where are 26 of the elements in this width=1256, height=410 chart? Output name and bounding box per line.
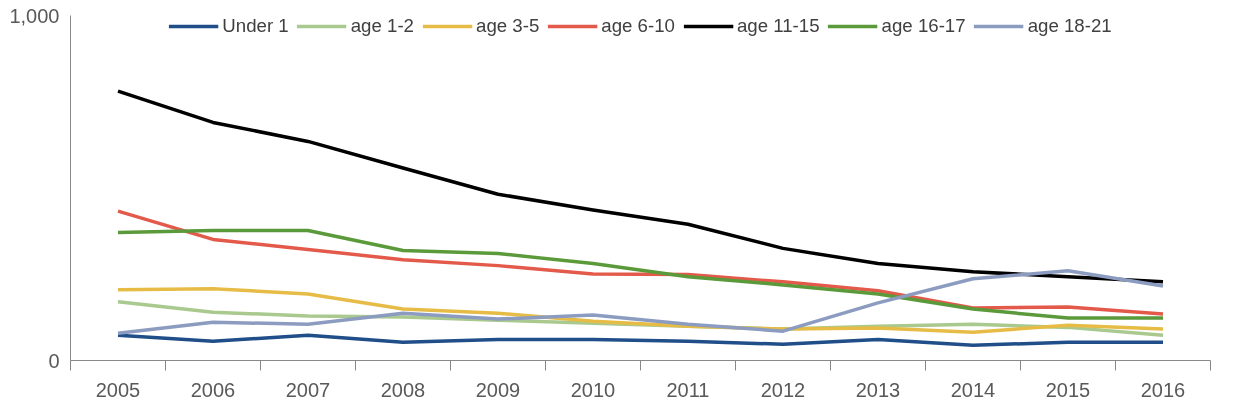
line-series	[116, 89, 1165, 284]
line-series	[116, 209, 1165, 316]
x-tick-label: 2014	[950, 378, 996, 401]
x-tick-label: 2005	[95, 378, 141, 401]
x-tick-label: 2016	[1140, 378, 1186, 401]
legend-label: age 6-10	[601, 15, 675, 37]
legend-label: Under 1	[222, 15, 289, 37]
x-tick-label: 2009	[475, 378, 521, 401]
x-tick-label: 2006	[190, 378, 236, 401]
x-tick-label: 2015	[1045, 378, 1091, 401]
x-tick-label: 2011	[666, 378, 710, 401]
x-tick-label: 2013	[855, 378, 901, 401]
line-series	[116, 228, 1165, 320]
line-series	[116, 269, 1165, 335]
legend-label: age 3-5	[476, 15, 540, 37]
x-tick-label: 2007	[285, 378, 331, 401]
line-series	[116, 333, 1165, 348]
x-tick-label: 2008	[380, 378, 426, 401]
x-tick-label: 2010	[570, 378, 616, 401]
legend-label: age 16-17	[881, 15, 966, 37]
legend-label: age 11-15	[736, 15, 820, 37]
x-tick-label: 2012	[760, 378, 806, 401]
y-tick-label: 1,000	[9, 4, 60, 27]
y-tick-label: 0	[48, 349, 60, 372]
legend-label: age 1-2	[350, 15, 414, 37]
legend-label: age 18-21	[1027, 15, 1112, 37]
